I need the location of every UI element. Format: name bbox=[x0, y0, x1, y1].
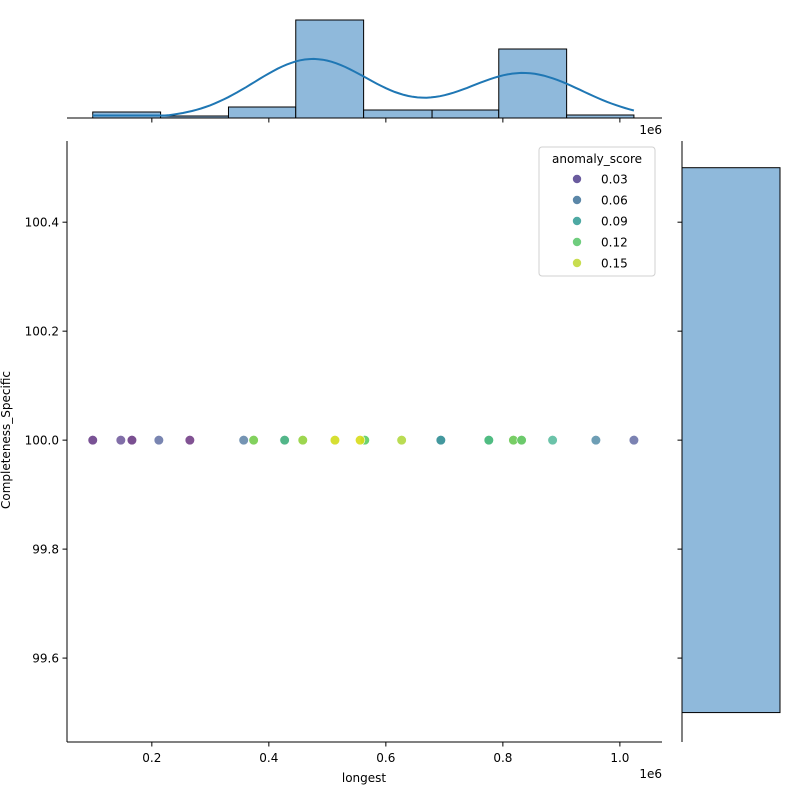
x-axis-label: longest bbox=[342, 771, 387, 785]
legend-marker bbox=[572, 174, 582, 184]
scatter-point bbox=[355, 435, 366, 446]
top-histogram-bar bbox=[431, 109, 500, 119]
x-tick-label: 1.0 bbox=[610, 751, 629, 765]
top-x-offset-label: 1e6 bbox=[639, 123, 662, 137]
x-ticks: 0.2 0.4 0.6 0.8 1.0 bbox=[142, 742, 629, 765]
scatter-point bbox=[396, 435, 407, 446]
scatter-point bbox=[238, 435, 249, 446]
top-histogram-bar bbox=[295, 19, 365, 119]
scatter-point bbox=[279, 435, 290, 446]
y-tick-label: 99.8 bbox=[32, 543, 59, 557]
legend-marker bbox=[572, 195, 582, 205]
x-tick-label: 0.2 bbox=[142, 751, 161, 765]
legend-marker bbox=[572, 216, 582, 226]
scatter-point bbox=[248, 435, 259, 446]
scatter-point bbox=[126, 435, 138, 446]
main-axes: 0.2 0.4 0.6 0.8 1.0 99.699.8100.0100.2100.4 … bbox=[0, 141, 662, 785]
scatter-point bbox=[115, 435, 126, 446]
scatter-point bbox=[516, 435, 527, 446]
scatter-point bbox=[547, 435, 558, 446]
scatter-point bbox=[590, 435, 601, 446]
y-ticks: 99.6 99.8 100.0 100.2 100.4 bbox=[25, 216, 67, 666]
y-tick-label: 100.2 bbox=[25, 325, 59, 339]
x-offset-label: 1e6 bbox=[639, 767, 662, 781]
top-histogram-bar bbox=[227, 106, 297, 119]
scatter-point bbox=[153, 435, 164, 446]
right-marginal-histogram bbox=[677, 141, 781, 742]
top-histogram-bar bbox=[363, 109, 433, 119]
y-axis-label: Completeness_Specific bbox=[0, 371, 13, 509]
x-tick-label: 0.8 bbox=[493, 751, 512, 765]
top-histogram-bar bbox=[498, 48, 568, 119]
scatter-points bbox=[87, 435, 640, 446]
legend-label: 0.03 bbox=[601, 173, 628, 187]
legend-title: anomaly_score bbox=[552, 152, 642, 166]
legend-label: 0.06 bbox=[601, 194, 628, 208]
y-tick-label: 100.0 bbox=[25, 434, 59, 448]
scatter-point bbox=[483, 435, 494, 446]
legend: anomaly_score 0.03 0.06 0.09 0.12 0.15 bbox=[538, 146, 656, 277]
legend-marker bbox=[572, 258, 582, 268]
top-marginal-histogram: 1e6 bbox=[67, 19, 662, 137]
legend-label: 0.15 bbox=[601, 257, 628, 271]
x-tick-label: 0.6 bbox=[376, 751, 395, 765]
legend-label: 0.09 bbox=[601, 215, 628, 229]
scatter-point bbox=[329, 435, 341, 446]
kde-curve bbox=[92, 57, 635, 117]
legend-marker bbox=[572, 237, 582, 247]
scatter-point bbox=[435, 435, 446, 446]
y-tick-label: 100.4 bbox=[25, 216, 59, 230]
legend-frame bbox=[538, 146, 656, 277]
scatter-point bbox=[87, 435, 98, 446]
x-tick-label: 0.4 bbox=[259, 751, 278, 765]
scatter-point bbox=[628, 435, 640, 446]
y-tick-label: 99.6 bbox=[32, 652, 59, 666]
right-histogram-bar bbox=[681, 167, 781, 714]
scatter-point bbox=[184, 435, 195, 446]
scatter-point bbox=[297, 435, 308, 446]
legend-label: 0.12 bbox=[601, 236, 628, 250]
